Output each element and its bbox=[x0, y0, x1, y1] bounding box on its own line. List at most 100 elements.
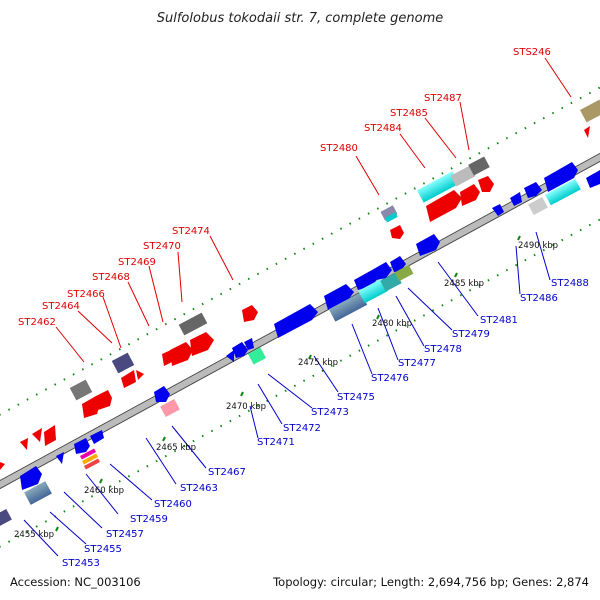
gene-feature[interactable] bbox=[478, 176, 494, 192]
top-gene-labels: ST2462 ST2464 ST2466 ST2468 ST2469 ST247… bbox=[18, 47, 551, 328]
gene-feature[interactable] bbox=[79, 448, 97, 460]
gene-feature[interactable] bbox=[384, 212, 398, 223]
gene-label[interactable]: ST2488 bbox=[551, 278, 589, 289]
gene-label[interactable]: ST2485 bbox=[390, 108, 428, 119]
gene-feature[interactable] bbox=[390, 256, 406, 272]
gene-feature[interactable] bbox=[160, 398, 180, 418]
gene-label[interactable]: ST2479 bbox=[452, 329, 490, 340]
gene-label[interactable]: ST2474 bbox=[172, 226, 210, 237]
gene-label[interactable]: ST2464 bbox=[42, 301, 80, 312]
gene-feature[interactable] bbox=[20, 466, 42, 490]
gene-feature[interactable] bbox=[394, 264, 414, 282]
gene-feature[interactable] bbox=[81, 453, 99, 465]
gene-feature[interactable] bbox=[20, 438, 28, 450]
gene-label[interactable]: ST2481 bbox=[480, 315, 518, 326]
gene-feature[interactable] bbox=[460, 184, 480, 206]
gene-label[interactable]: ST2484 bbox=[364, 123, 402, 134]
gene-feature[interactable] bbox=[544, 162, 578, 192]
gene-feature[interactable] bbox=[82, 396, 100, 418]
gene-feature[interactable] bbox=[450, 165, 476, 187]
gene-feature[interactable] bbox=[358, 278, 388, 304]
gene-feature[interactable] bbox=[83, 458, 101, 470]
gene-feature[interactable] bbox=[580, 99, 600, 123]
gene-label[interactable]: ST2475 bbox=[337, 392, 375, 403]
gene-feature[interactable] bbox=[416, 234, 440, 256]
accession-text: Accession: NC_003106 bbox=[10, 575, 141, 589]
gene-label[interactable]: ST2468 bbox=[92, 272, 130, 283]
gene-feature[interactable] bbox=[69, 379, 93, 401]
kbp-label: 2475 kbp bbox=[298, 358, 338, 368]
kbp-label: 2455 kbp bbox=[14, 530, 54, 540]
map-title: Sulfolobus tokodaii str. 7, complete gen… bbox=[157, 11, 443, 26]
gene-label[interactable]: STS246 bbox=[513, 47, 551, 58]
gene-feature[interactable] bbox=[24, 481, 52, 505]
gene-label[interactable]: ST2467 bbox=[208, 467, 246, 478]
gene-feature[interactable] bbox=[90, 430, 104, 444]
gene-label[interactable]: ST2476 bbox=[371, 373, 409, 384]
gene-feature[interactable] bbox=[328, 292, 368, 322]
gene-feature[interactable] bbox=[44, 425, 56, 446]
kbp-ticks bbox=[55, 235, 521, 532]
gene-label[interactable]: ST2463 bbox=[180, 483, 218, 494]
top-leaders bbox=[55, 57, 572, 363]
gene-feature[interactable] bbox=[0, 508, 12, 528]
gene-feature[interactable] bbox=[170, 342, 193, 366]
reverse-genes bbox=[0, 162, 600, 528]
gene-feature[interactable] bbox=[96, 390, 112, 410]
gene-feature[interactable] bbox=[372, 262, 392, 280]
gene-label[interactable]: ST2470 bbox=[143, 241, 181, 252]
gene-label[interactable]: ST2457 bbox=[106, 529, 144, 540]
gene-label[interactable]: ST2460 bbox=[154, 499, 192, 510]
gene-feature[interactable] bbox=[121, 370, 136, 388]
gene-feature[interactable] bbox=[468, 156, 490, 176]
gene-label[interactable]: ST2472 bbox=[283, 423, 321, 434]
gene-label[interactable]: ST2487 bbox=[424, 93, 462, 104]
gene-label[interactable]: ST2486 bbox=[520, 293, 558, 304]
gene-feature[interactable] bbox=[56, 452, 64, 464]
summary-text: Topology: circular; Length: 2,694,756 bp… bbox=[272, 575, 589, 589]
gene-feature[interactable] bbox=[162, 350, 172, 366]
gene-label[interactable]: ST2459 bbox=[130, 514, 168, 525]
gene-feature[interactable] bbox=[390, 225, 404, 239]
kbp-label: 2470 kbp bbox=[226, 402, 266, 412]
gene-label[interactable]: ST2466 bbox=[67, 289, 105, 300]
kbp-label: 2460 kbp bbox=[84, 486, 124, 496]
gene-feature[interactable] bbox=[586, 170, 600, 188]
gene-label[interactable]: ST2477 bbox=[398, 358, 436, 369]
gene-feature[interactable] bbox=[524, 182, 542, 198]
gene-feature[interactable] bbox=[426, 190, 462, 222]
gene-label[interactable]: ST2471 bbox=[257, 437, 295, 448]
gene-feature[interactable] bbox=[111, 352, 135, 374]
gene-feature[interactable] bbox=[510, 192, 522, 206]
gene-feature[interactable] bbox=[32, 428, 42, 442]
gene-feature[interactable] bbox=[324, 284, 354, 310]
gene-feature[interactable] bbox=[136, 370, 144, 380]
gene-label[interactable]: ST2453 bbox=[62, 558, 100, 569]
gene-label[interactable]: ST2455 bbox=[84, 544, 122, 555]
gene-label[interactable]: ST2478 bbox=[424, 344, 462, 355]
gene-label[interactable]: ST2473 bbox=[311, 407, 349, 418]
gene-feature[interactable] bbox=[380, 272, 402, 292]
gene-feature[interactable] bbox=[417, 171, 459, 203]
gene-feature[interactable] bbox=[545, 178, 581, 206]
gene-feature[interactable] bbox=[274, 304, 318, 338]
gene-feature[interactable] bbox=[242, 305, 258, 322]
gene-feature[interactable] bbox=[528, 196, 548, 216]
gene-feature[interactable] bbox=[190, 332, 214, 356]
gene-feature[interactable] bbox=[584, 126, 590, 138]
gene-feature[interactable] bbox=[244, 338, 254, 350]
gene-label[interactable]: ST2469 bbox=[118, 257, 156, 268]
gene-feature[interactable] bbox=[74, 438, 90, 454]
gene-feature[interactable] bbox=[226, 350, 234, 362]
gene-label[interactable]: ST2480 bbox=[320, 143, 358, 154]
gene-feature[interactable] bbox=[232, 342, 248, 358]
kbp-labels: 2455 kbp 2460 kbp 2465 kbp 2470 kbp 2475… bbox=[14, 241, 558, 540]
track-guides bbox=[0, 86, 600, 548]
gene-feature[interactable] bbox=[0, 462, 5, 470]
gene-feature[interactable] bbox=[492, 204, 504, 216]
gene-feature[interactable] bbox=[380, 205, 398, 221]
gene-label[interactable]: ST2462 bbox=[18, 317, 56, 328]
gene-feature[interactable] bbox=[154, 386, 170, 402]
gene-feature[interactable] bbox=[248, 347, 266, 365]
gene-feature[interactable] bbox=[178, 312, 208, 336]
